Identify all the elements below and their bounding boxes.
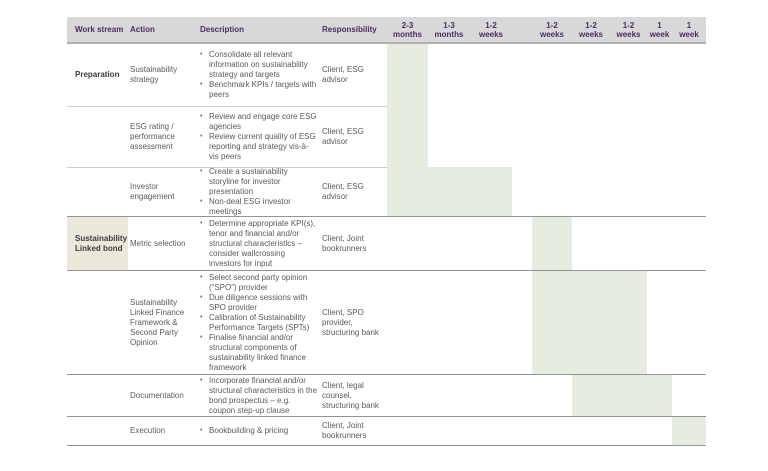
table-row-metric-selection: Sustainability Linked bond Metric select…	[67, 216, 706, 270]
column-header-description: Description	[200, 25, 245, 34]
responsibility-cell: Client, SPO provider, structuring bank	[322, 307, 379, 337]
bullet-item: Due diligence sessions with SPO provider	[198, 293, 318, 313]
responsibility-cell: Client, ESG advisor	[322, 182, 364, 201]
description-cell: Create a sustainability storyline for in…	[198, 167, 322, 217]
timeline-header-7: 1 week	[647, 17, 672, 42]
action-cell: ESG rating / performance assessment	[130, 121, 175, 151]
timeline-header-unit: weeks	[578, 29, 604, 39]
bullet-list: Create a sustainability storyline for in…	[198, 167, 318, 217]
timeline-header-unit: months	[393, 29, 422, 39]
table-row-esg-rating: ESG rating / performance assessment Revi…	[67, 106, 706, 167]
timeline-header-duration: 2-3	[401, 20, 414, 30]
timeline-header-4: 1-2 weeks	[532, 17, 572, 42]
description-cell: Consolidate all relevant information on …	[198, 44, 322, 106]
action-cell: Sustainability Linked Finance Framework …	[130, 297, 185, 347]
description-cell: Review and engage core ESG agencies Revi…	[198, 106, 322, 167]
timeline-header-2: 1-3 months	[428, 17, 470, 42]
timeline-header-duration: 1-2	[622, 20, 635, 30]
bullet-item: Create a sustainability storyline for in…	[198, 167, 318, 197]
bullet-item: Select second party opinion (“SPO”) prov…	[198, 273, 318, 293]
table-row-investor-engagement: Investor engagement Create a sustainabil…	[67, 167, 706, 217]
table-row-documentation: Documentation Incorporate financial and/…	[67, 374, 706, 416]
row-separator	[67, 106, 387, 107]
description-cell: Determine appropriate KPI(s), tenor and …	[198, 217, 322, 270]
timeline-header-duration: 1-2	[546, 20, 558, 30]
responsibility-cell: Client, Joint bookrunners	[322, 421, 367, 440]
timeline-header-5: 1-2 weeks	[572, 17, 610, 42]
action-cell: Metric selection	[130, 238, 186, 248]
timeline-header-unit: week	[679, 29, 699, 39]
column-header-workstream: Work stream	[75, 25, 124, 34]
responsibility-cell: Client, legal counsel, structuring bank	[322, 380, 379, 410]
timeline-header-duration: 1	[657, 20, 662, 30]
gantt-bar	[572, 375, 672, 416]
description-cell: Select second party opinion (“SPO”) prov…	[198, 271, 322, 374]
timeline-header-3: 1-2 weeks	[470, 17, 512, 42]
description-cell: Bookbuilding & pricing	[198, 417, 322, 445]
timeline-header-duration: 1	[686, 20, 692, 30]
bullet-list: Select second party opinion (“SPO”) prov…	[198, 273, 318, 373]
table-row-execution: Execution Bookbuilding & pricing Client,…	[67, 416, 706, 446]
table-row-framework-spo: Sustainability Linked Finance Framework …	[67, 270, 706, 374]
timeline-header-unit: weeks	[478, 29, 504, 39]
timeline-header-unit: months	[434, 29, 464, 39]
workstream-cell-highlighted: Sustainability Linked bond	[67, 217, 128, 270]
bullet-item: Bookbuilding & pricing	[198, 426, 318, 436]
responsibility-cell: Client, ESG advisor	[322, 65, 364, 84]
bullet-item: Review current quality of ESG reporting …	[198, 132, 318, 162]
bullet-item: Finalise financial and/or structural com…	[198, 333, 318, 373]
action-cell: Sustainability strategy	[130, 65, 178, 84]
bullet-item: Consolidate all relevant information on …	[198, 50, 318, 80]
gantt-bar	[387, 106, 428, 167]
workstream-cell	[67, 167, 128, 217]
action-cell: Investor engagement	[130, 182, 175, 201]
bullet-item: Benchmark KPIs / targets with peers	[198, 80, 318, 100]
timeline-header-duration: 1-2	[585, 20, 597, 30]
timeline-header-unit: weeks	[539, 29, 565, 39]
workstream-cell	[67, 271, 128, 374]
workstream-cell	[67, 417, 128, 445]
workstream-table: Work stream Action Description Responsib…	[67, 17, 706, 446]
bullet-list: Review and engage core ESG agencies Revi…	[198, 112, 318, 162]
timeline-header-8: 1 week	[672, 17, 706, 42]
timeline-header-6: 1-2 weeks	[610, 17, 647, 42]
timeline-header-gap	[512, 17, 532, 42]
description-cell: Incorporate financial and/or structural …	[198, 375, 322, 416]
timeline-header-duration: 1-2	[485, 20, 497, 30]
gantt-bar	[672, 417, 706, 445]
responsibility-cell: Client, Joint bookrunners	[322, 233, 367, 253]
timeline-header-unit: week	[649, 29, 670, 39]
gantt-bar	[532, 271, 647, 374]
bullet-list: Consolidate all relevant information on …	[198, 50, 318, 100]
bullet-list: Determine appropriate KPI(s), tenor and …	[198, 219, 318, 269]
bullet-item: Calibration of Sustainability Performanc…	[198, 313, 318, 333]
bullet-item: Incorporate financial and/or structural …	[198, 376, 318, 416]
bullet-item: Review and engage core ESG agencies	[198, 112, 318, 132]
timeline-header-unit: weeks	[616, 29, 641, 39]
timeline-header-1: 2-3 months	[387, 17, 428, 42]
bullet-list: Incorporate financial and/or structural …	[198, 376, 318, 416]
gantt-bar	[428, 167, 512, 217]
table-row-sustainability-strategy: Preparation Sustainability strategy Cons…	[67, 44, 706, 106]
gantt-bar	[387, 167, 428, 217]
bullet-item: Determine appropriate KPI(s), tenor and …	[198, 219, 318, 269]
column-header-responsibility: Responsibility	[322, 25, 377, 34]
bullet-list: Bookbuilding & pricing	[198, 426, 318, 436]
gantt-bar	[387, 44, 428, 106]
action-cell: Execution	[130, 426, 166, 435]
workstream-cell	[67, 375, 128, 416]
workstream-cell: Preparation	[75, 70, 120, 79]
timeline-header-duration: 1-3	[443, 20, 455, 30]
action-cell: Documentation	[130, 390, 184, 400]
bullet-item: Non-deal ESG investor meetings	[198, 197, 318, 217]
column-header-action: Action	[130, 25, 155, 34]
table-header-row: Work stream Action Description Responsib…	[67, 17, 706, 44]
gantt-bar	[532, 217, 572, 270]
responsibility-cell: Client, ESG advisor	[322, 126, 364, 146]
workstream-cell	[67, 106, 128, 167]
